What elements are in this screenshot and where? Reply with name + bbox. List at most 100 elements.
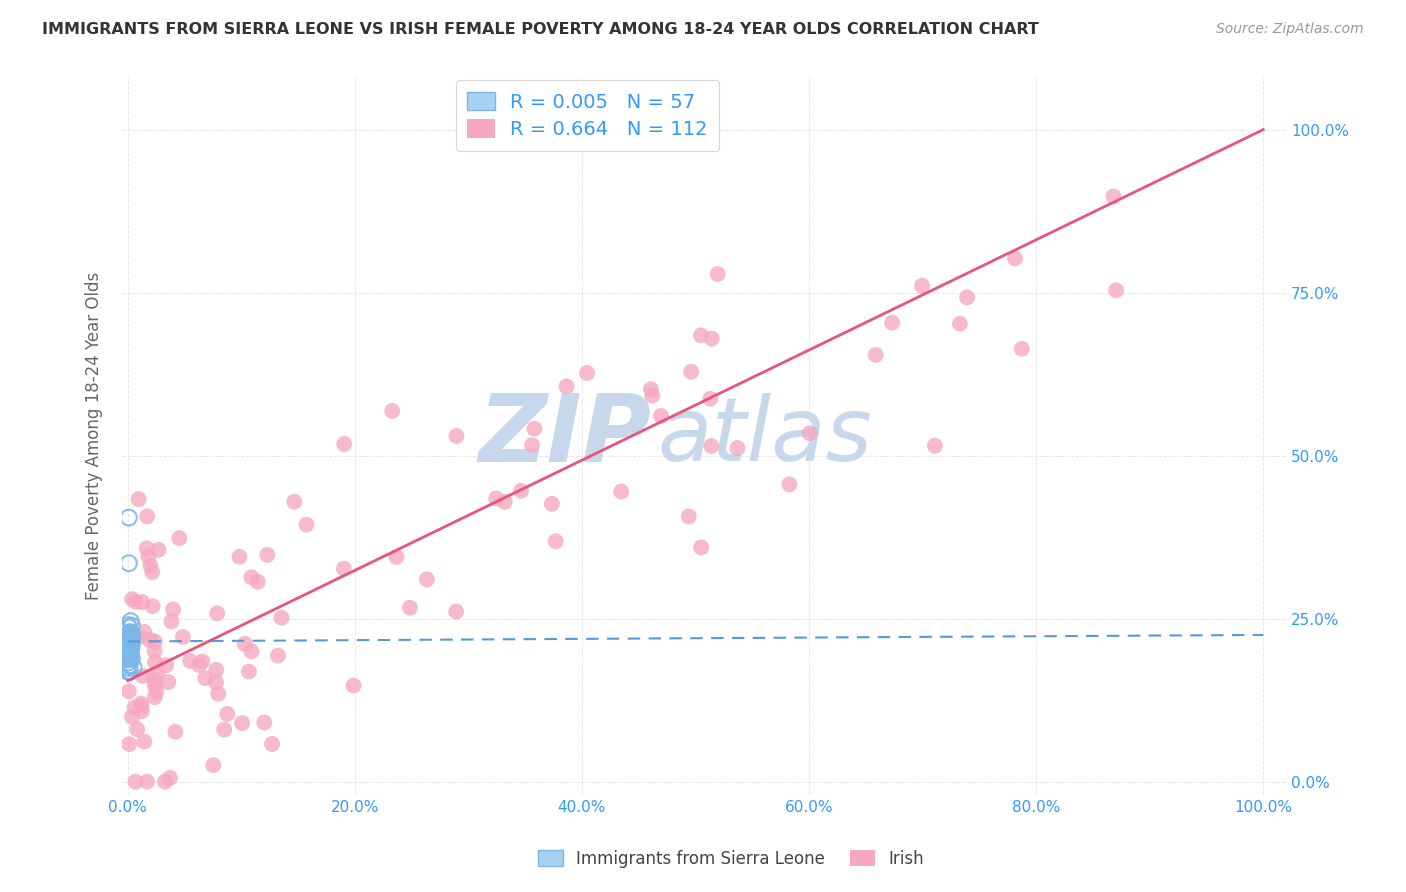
- Irish: [228, 549, 250, 564]
- Immigrants from Sierra Leone: [118, 626, 141, 640]
- Immigrants from Sierra Leone: [117, 636, 139, 650]
- Immigrants from Sierra Leone: [117, 665, 139, 679]
- Irish: [143, 690, 166, 705]
- Immigrants from Sierra Leone: [118, 631, 141, 645]
- Irish: [240, 570, 263, 584]
- Irish: [576, 366, 599, 380]
- Irish: [188, 658, 211, 673]
- Irish: [124, 774, 146, 789]
- Immigrants from Sierra Leone: [117, 633, 139, 648]
- Irish: [157, 675, 180, 690]
- Irish: [142, 599, 165, 614]
- Irish: [155, 658, 177, 673]
- Irish: [159, 771, 181, 785]
- Immigrants from Sierra Leone: [118, 556, 141, 570]
- Immigrants from Sierra Leone: [118, 628, 141, 642]
- Irish: [131, 704, 153, 718]
- Text: IMMIGRANTS FROM SIERRA LEONE VS IRISH FEMALE POVERTY AMONG 18-24 YEAR OLDS CORRE: IMMIGRANTS FROM SIERRA LEONE VS IRISH FE…: [42, 22, 1039, 37]
- Irish: [385, 549, 408, 564]
- Irish: [118, 737, 141, 751]
- Immigrants from Sierra Leone: [118, 628, 141, 642]
- Irish: [1004, 252, 1026, 266]
- Irish: [131, 595, 153, 609]
- Immigrants from Sierra Leone: [118, 661, 141, 675]
- Immigrants from Sierra Leone: [118, 658, 141, 673]
- Irish: [1105, 284, 1128, 298]
- Immigrants from Sierra Leone: [120, 625, 142, 640]
- Immigrants from Sierra Leone: [120, 636, 142, 650]
- Irish: [134, 734, 156, 748]
- Immigrants from Sierra Leone: [122, 660, 145, 674]
- Immigrants from Sierra Leone: [120, 645, 142, 659]
- Immigrants from Sierra Leone: [121, 637, 143, 651]
- Irish: [118, 684, 141, 698]
- Immigrants from Sierra Leone: [117, 646, 139, 660]
- Immigrants from Sierra Leone: [117, 631, 139, 645]
- Irish: [238, 665, 260, 679]
- Irish: [260, 737, 283, 751]
- Immigrants from Sierra Leone: [120, 636, 142, 650]
- Legend: Immigrants from Sierra Leone, Irish: Immigrants from Sierra Leone, Irish: [531, 844, 931, 875]
- Immigrants from Sierra Leone: [117, 651, 139, 665]
- Immigrants from Sierra Leone: [117, 652, 139, 666]
- Irish: [678, 509, 700, 524]
- Irish: [160, 615, 183, 629]
- Immigrants from Sierra Leone: [121, 639, 143, 653]
- Immigrants from Sierra Leone: [120, 642, 142, 657]
- Immigrants from Sierra Leone: [118, 639, 141, 653]
- Irish: [641, 388, 664, 402]
- Irish: [135, 541, 157, 556]
- Immigrants from Sierra Leone: [118, 510, 141, 524]
- Immigrants from Sierra Leone: [118, 647, 141, 661]
- Irish: [681, 365, 703, 379]
- Irish: [205, 663, 228, 677]
- Immigrants from Sierra Leone: [120, 628, 142, 642]
- Immigrants from Sierra Leone: [120, 640, 142, 654]
- Text: ZIP: ZIP: [479, 390, 651, 482]
- Immigrants from Sierra Leone: [118, 632, 141, 647]
- Irish: [444, 605, 467, 619]
- Irish: [865, 348, 887, 362]
- Irish: [416, 573, 439, 587]
- Irish: [295, 517, 318, 532]
- Immigrants from Sierra Leone: [117, 639, 139, 653]
- Text: Source: ZipAtlas.com: Source: ZipAtlas.com: [1216, 22, 1364, 37]
- Irish: [148, 542, 170, 557]
- Irish: [128, 630, 150, 644]
- Irish: [143, 678, 166, 692]
- Irish: [143, 673, 166, 687]
- Irish: [207, 687, 229, 701]
- Irish: [143, 634, 166, 648]
- Immigrants from Sierra Leone: [120, 645, 142, 659]
- Irish: [555, 379, 578, 393]
- Irish: [134, 624, 156, 639]
- Irish: [270, 611, 292, 625]
- Immigrants from Sierra Leone: [117, 638, 139, 652]
- Irish: [778, 477, 800, 491]
- Text: atlas: atlas: [658, 393, 872, 479]
- Irish: [640, 382, 662, 396]
- Immigrants from Sierra Leone: [121, 628, 143, 642]
- Irish: [153, 774, 176, 789]
- Irish: [141, 565, 163, 579]
- Irish: [127, 722, 149, 736]
- Irish: [121, 710, 143, 724]
- Irish: [485, 491, 508, 506]
- Irish: [138, 549, 160, 564]
- Irish: [205, 607, 228, 621]
- Irish: [231, 716, 253, 731]
- Irish: [1102, 189, 1125, 203]
- Irish: [520, 438, 543, 452]
- Irish: [333, 562, 356, 576]
- Irish: [399, 600, 422, 615]
- Irish: [233, 637, 256, 651]
- Immigrants from Sierra Leone: [118, 648, 141, 662]
- Irish: [129, 697, 152, 711]
- Immigrants from Sierra Leone: [117, 635, 139, 649]
- Irish: [139, 558, 162, 573]
- Immigrants from Sierra Leone: [120, 632, 142, 647]
- Irish: [146, 666, 169, 681]
- Immigrants from Sierra Leone: [118, 665, 141, 679]
- Irish: [136, 509, 159, 524]
- Immigrants from Sierra Leone: [120, 614, 142, 628]
